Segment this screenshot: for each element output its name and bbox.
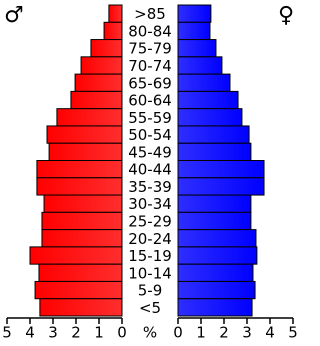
age-label: 40-44 [128,161,172,179]
female-bar [177,229,257,248]
male-bar [39,298,123,317]
female-bar [177,108,243,127]
female-bar [177,56,223,75]
x-axis-label: % [143,324,157,342]
x-tick-label: 3 [242,324,252,342]
male-bar [43,194,123,213]
male-bar [70,90,123,110]
x-tick-label: 5 [288,324,298,342]
age-label: 80-84 [128,22,172,40]
age-label: 15-19 [128,247,172,265]
female-bar [177,142,252,162]
female-bar [177,177,265,196]
age-label: 35-39 [128,178,172,196]
age-label: 10-14 [128,264,172,282]
age-label: <5 [139,299,161,317]
male-bar [36,177,123,196]
male-bar [34,280,123,300]
age-label: 30-34 [128,195,172,213]
male-bar [41,229,123,248]
female-bar [177,246,258,265]
age-label: >85 [134,5,166,23]
x-tick-label: 1 [196,324,206,342]
x-tick-label: 4 [265,324,275,342]
male-bar [48,142,123,162]
x-tick-label: 2 [71,324,81,342]
age-label: 5-9 [138,282,163,300]
male-legend: ♂ [4,3,24,28]
male-bar [38,263,123,282]
male-bar [56,108,123,127]
age-label: 65-69 [128,74,172,92]
male-bar [29,246,123,265]
x-tick-label: 4 [25,324,35,342]
female-bar [177,160,265,179]
age-label: 45-49 [128,143,172,161]
male-bar [41,211,123,231]
age-label: 75-79 [128,40,172,58]
female-bar [177,90,239,110]
age-label: 60-64 [128,92,172,110]
age-label: 25-29 [128,212,172,230]
female-bar [177,4,212,23]
male-bar [36,160,123,179]
male-bar [108,4,123,23]
female-bar [177,263,254,282]
female-bar [177,194,252,213]
age-label: 55-59 [128,109,172,127]
female-bar [177,211,252,231]
male-bar [90,39,123,58]
female-bar [177,39,217,58]
age-label: 50-54 [128,126,172,144]
male-bar [103,21,123,41]
x-tick-label: 0 [117,324,127,342]
female-bar [177,125,250,144]
male-bar [46,125,123,144]
female-bar [177,21,211,41]
x-tick-label: 2 [219,324,229,342]
male-bar [74,73,123,92]
female-bar [177,298,253,317]
x-tick-label: 0 [173,324,183,342]
x-tick-label: 5 [2,324,12,342]
chart: ♂ ♀ % >8580-8475-7970-7465-6960-6455-595… [2,3,298,342]
x-tick-label: 1 [94,324,104,342]
female-legend: ♀ [278,3,294,28]
x-tick-label: 3 [48,324,58,342]
male-bar [80,56,123,75]
female-bar [177,73,231,92]
age-label: 70-74 [128,57,172,75]
female-bar [177,280,256,300]
age-label: 20-24 [128,230,172,248]
